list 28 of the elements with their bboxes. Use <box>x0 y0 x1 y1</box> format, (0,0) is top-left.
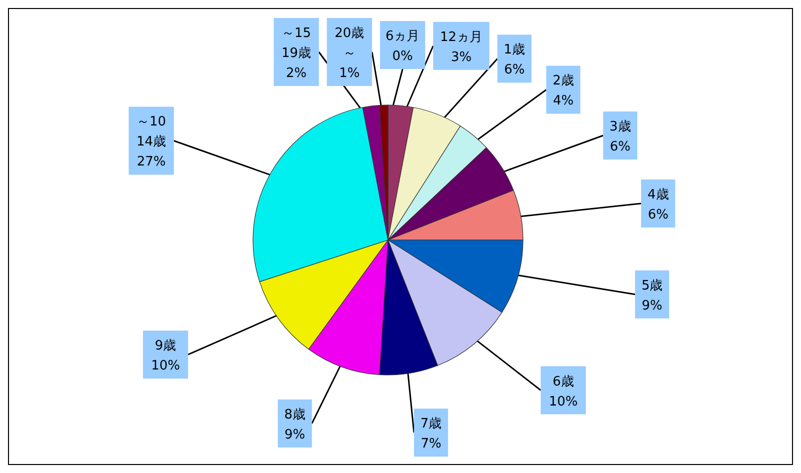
data-label: 6% <box>504 62 525 78</box>
slice-label: 3歳 <box>610 120 631 135</box>
data-label: 27% <box>136 154 166 170</box>
data-label: 1% <box>339 66 360 81</box>
data-label: 10% <box>548 394 578 410</box>
category-label: 6ヵ月 <box>385 29 420 44</box>
data-label: 6% <box>610 140 631 155</box>
slice-label: 7歳 <box>420 416 442 432</box>
slice-label: ～10 14歳 <box>136 114 166 150</box>
data-label: 7% <box>420 436 442 452</box>
slice-label: 9歳 <box>154 338 176 354</box>
data-label: 2% <box>286 66 307 81</box>
slice-label: ～15 19歳 <box>282 26 312 61</box>
slice-label: 6歳 <box>552 374 574 390</box>
data-label: 4% <box>552 94 574 109</box>
slice-label: 8歳 <box>284 407 306 422</box>
slice-label: 12ヵ月 <box>440 30 483 45</box>
slice-label: 2歳 <box>552 74 574 89</box>
slice-label: 1歳 <box>504 42 526 58</box>
data-label: 9% <box>284 427 306 442</box>
slice-label: 20歳～ <box>334 26 364 61</box>
text: 0% <box>392 49 413 64</box>
slice-label: 4歳 <box>647 187 669 202</box>
data-label: 9% <box>642 298 662 314</box>
data-label: 10% <box>151 358 180 374</box>
data-label: 3% <box>450 50 472 65</box>
data-label: 6% <box>648 207 668 222</box>
slice-label: 5歳 <box>641 278 663 294</box>
